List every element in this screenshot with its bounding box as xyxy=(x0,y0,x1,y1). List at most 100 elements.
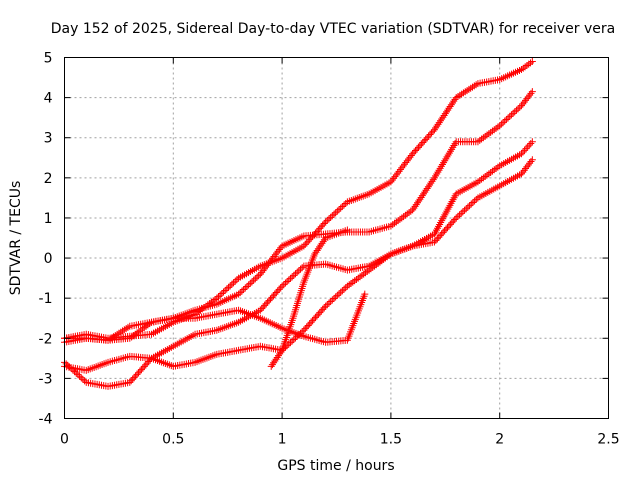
data-point xyxy=(409,206,417,214)
data-point xyxy=(463,87,471,95)
data-point xyxy=(293,268,301,276)
data-point xyxy=(265,297,273,305)
data-point xyxy=(79,375,87,383)
data-point xyxy=(499,119,507,127)
data-point xyxy=(527,139,535,147)
data-point xyxy=(74,371,82,379)
data-point xyxy=(335,290,343,298)
data-point xyxy=(349,278,357,286)
x-tick-label: 0 xyxy=(60,432,69,448)
data-point xyxy=(69,366,77,374)
data-point xyxy=(311,313,319,321)
data-point xyxy=(417,193,425,201)
data-point xyxy=(316,243,324,251)
data-point xyxy=(64,361,72,369)
data-point xyxy=(273,249,281,257)
data-point xyxy=(77,374,85,382)
data-point xyxy=(310,231,318,239)
data-point xyxy=(72,369,80,377)
data-point xyxy=(522,165,530,173)
data-point xyxy=(452,94,460,102)
data-point xyxy=(264,298,272,306)
data-point xyxy=(356,273,364,281)
data-point xyxy=(502,116,510,124)
data-point xyxy=(140,362,148,370)
data-point xyxy=(316,309,324,317)
data-point xyxy=(218,290,226,298)
data-point xyxy=(67,365,75,373)
data-point xyxy=(298,264,306,272)
data-point xyxy=(411,202,419,210)
data-point xyxy=(332,209,340,217)
data-point xyxy=(421,188,429,196)
data-point xyxy=(512,106,520,114)
data-point xyxy=(288,337,296,345)
data-point xyxy=(311,229,319,237)
data-point xyxy=(268,293,276,301)
axis-ticks xyxy=(64,57,609,419)
data-point xyxy=(422,186,430,194)
data-point xyxy=(391,173,399,181)
data-point xyxy=(248,278,256,286)
data-point xyxy=(450,97,458,105)
data-point xyxy=(270,359,278,367)
data-point xyxy=(307,318,315,326)
data-point xyxy=(317,223,325,231)
data-point xyxy=(276,350,284,358)
data-point xyxy=(322,302,330,310)
data-point xyxy=(245,281,253,289)
data-point xyxy=(467,84,475,92)
data-point xyxy=(129,375,137,383)
data-points xyxy=(61,58,536,390)
data-point xyxy=(416,142,424,150)
data-point xyxy=(66,363,74,371)
data-point xyxy=(528,58,536,66)
x-tick-label: 1 xyxy=(278,432,287,448)
data-point xyxy=(323,216,331,224)
data-point xyxy=(504,114,512,122)
data-point xyxy=(307,234,315,242)
data-point xyxy=(272,355,280,363)
data-point xyxy=(320,304,328,312)
data-point xyxy=(458,90,466,98)
data-point xyxy=(278,282,286,290)
data-point xyxy=(358,271,366,279)
data-point xyxy=(338,287,346,295)
data-point xyxy=(259,303,267,311)
data-point xyxy=(207,298,215,306)
data-point xyxy=(303,323,311,331)
data-point xyxy=(517,170,525,178)
data-point xyxy=(291,270,299,278)
data-point xyxy=(465,85,473,93)
data-point xyxy=(314,245,322,253)
data-point xyxy=(328,296,336,304)
data-point xyxy=(268,361,276,369)
data-point xyxy=(440,111,448,119)
data-point xyxy=(333,207,341,215)
x-tick-labels: 0 0.5 1 1.5 2 2.5 xyxy=(60,432,620,448)
data-point xyxy=(471,197,479,205)
data-point xyxy=(456,211,464,219)
data-point xyxy=(436,117,444,125)
data-point xyxy=(418,192,426,200)
data-point xyxy=(425,132,433,140)
data-point xyxy=(351,277,359,285)
data-point xyxy=(313,228,321,236)
data-point xyxy=(412,147,420,155)
data-point xyxy=(410,148,418,156)
data-point xyxy=(213,294,221,302)
data-point xyxy=(479,174,487,182)
data-point xyxy=(255,272,263,280)
data-point xyxy=(76,372,84,380)
data-point xyxy=(429,176,437,184)
data-point xyxy=(136,367,144,375)
data-point xyxy=(62,360,70,368)
data-point xyxy=(497,120,505,128)
data-point xyxy=(262,300,270,308)
data-point xyxy=(472,81,480,89)
data-point xyxy=(231,277,239,285)
data-point xyxy=(322,218,330,226)
data-point xyxy=(423,134,431,142)
data-point xyxy=(314,226,322,234)
data-point xyxy=(297,265,305,273)
